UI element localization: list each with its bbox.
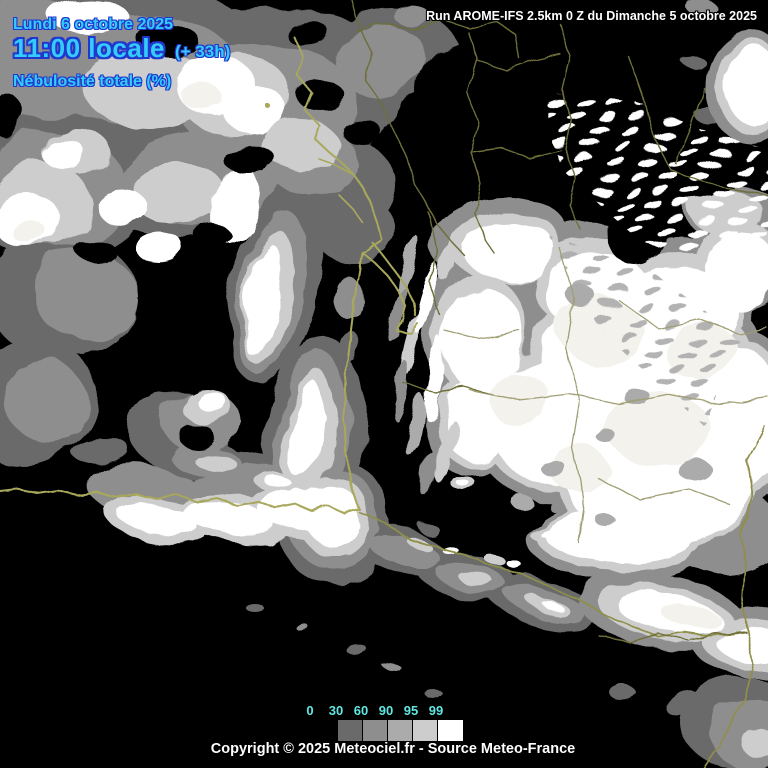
legend-swatch-5 <box>437 719 464 742</box>
legend-swatch-1 <box>337 719 364 742</box>
model-run-label: Run AROME-IFS 2.5km 0 Z du Dimanche 5 oc… <box>426 9 757 23</box>
forecast-time-row: 11:00 locale (+ 33h) <box>13 33 230 64</box>
legend-swatch-3 <box>387 719 414 742</box>
department-border-paths <box>351 0 768 643</box>
forecast-date: Lundi 6 octobre 2025 <box>13 16 174 33</box>
legend-tick-99: 99 <box>428 703 444 718</box>
legend-tick-60: 60 <box>353 703 369 718</box>
forecast-local-time: 11:00 locale <box>13 33 165 63</box>
legend-swatch-4 <box>412 719 439 742</box>
copyright-notice: Copyright © 2025 Meteociel.fr - Source M… <box>210 741 576 757</box>
legend-tick-0: 0 <box>306 703 314 718</box>
legend-swatch-2 <box>362 719 389 742</box>
legend-tick-90: 90 <box>378 703 394 718</box>
forecast-hour-offset: (+ 33h) <box>175 42 231 61</box>
legend-tick-95: 95 <box>403 703 419 718</box>
pyrenees-border-path <box>358 427 767 768</box>
coastline-paths <box>0 37 419 514</box>
variable-label: Nébulosité totale (%) <box>13 73 172 90</box>
cloud-fingers <box>388 228 464 499</box>
legend-tick-30: 30 <box>328 703 344 718</box>
wave-cloud-bands <box>545 92 768 428</box>
borders-over-cloud-paths <box>443 247 768 543</box>
